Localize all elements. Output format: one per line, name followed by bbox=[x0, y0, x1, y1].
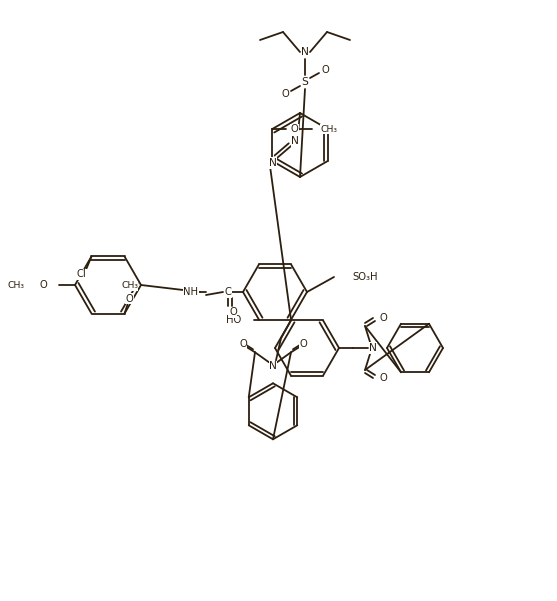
Text: CH₃: CH₃ bbox=[121, 281, 138, 290]
Text: C: C bbox=[224, 287, 232, 297]
Text: O: O bbox=[290, 124, 298, 134]
Text: O: O bbox=[229, 307, 237, 317]
Text: O: O bbox=[126, 293, 133, 304]
Text: N: N bbox=[291, 136, 299, 146]
Text: O: O bbox=[379, 313, 387, 323]
Text: O: O bbox=[321, 65, 329, 75]
Text: O: O bbox=[299, 340, 307, 349]
Text: SO₃H: SO₃H bbox=[352, 272, 378, 282]
Text: N: N bbox=[269, 158, 277, 168]
Text: CH₃: CH₃ bbox=[8, 281, 25, 290]
Text: N: N bbox=[269, 361, 277, 371]
Text: O: O bbox=[281, 89, 289, 99]
Text: N: N bbox=[369, 343, 377, 353]
Text: O: O bbox=[239, 340, 247, 349]
Text: NH: NH bbox=[183, 287, 198, 297]
Text: N: N bbox=[301, 47, 309, 57]
Text: O: O bbox=[379, 373, 387, 383]
Text: S: S bbox=[301, 77, 309, 87]
Text: CH₃: CH₃ bbox=[320, 124, 338, 133]
Text: HO: HO bbox=[226, 315, 241, 325]
Text: O: O bbox=[39, 280, 47, 290]
Text: Cl: Cl bbox=[77, 269, 86, 279]
